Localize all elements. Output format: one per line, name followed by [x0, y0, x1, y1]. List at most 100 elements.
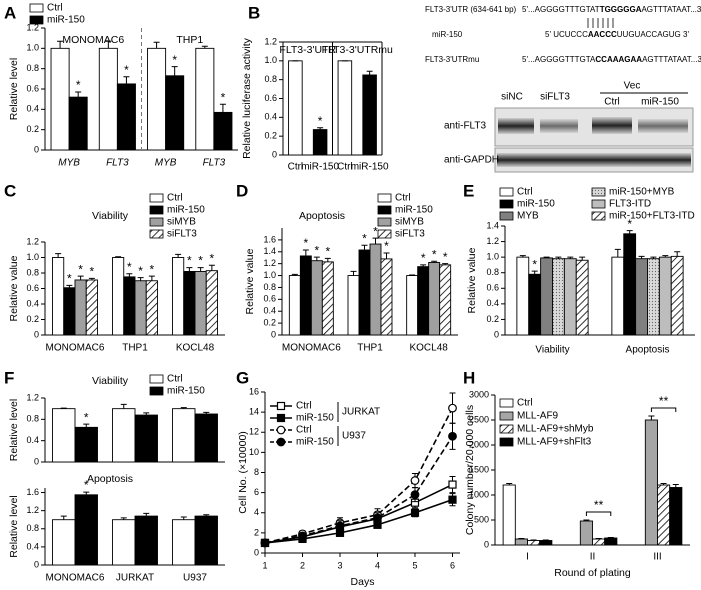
y-tick-label: 0: [254, 547, 259, 557]
error-bar: [317, 127, 324, 130]
lane-label: siNC: [501, 92, 523, 103]
x-tick-label: miR-150: [351, 162, 389, 173]
error-bar: [219, 103, 226, 113]
y-tick-label: 0: [34, 559, 39, 569]
bar: [337, 60, 353, 156]
bar: [514, 538, 528, 546]
bar: [369, 243, 382, 336]
significance-label: *: [627, 217, 632, 231]
y-tick-label: 1.2: [26, 392, 39, 402]
bar: [74, 494, 98, 566]
y-tick-label: 1.2: [264, 36, 277, 46]
bar: [112, 519, 136, 566]
seq-part: CCAAAGAA: [595, 55, 642, 64]
chart-title: Apoptosis: [87, 473, 133, 485]
y-tick-label: 14: [249, 407, 259, 417]
panel-letter: H: [463, 368, 475, 387]
marker: [276, 401, 286, 411]
marker: [448, 403, 457, 413]
x-tick-label: FLT3: [203, 158, 226, 169]
y-tick-label: 3000: [469, 389, 489, 399]
y-tick-label: 1000: [469, 489, 489, 499]
y-tick-label: 4: [254, 507, 259, 517]
y-tick-label: 1.4: [263, 246, 276, 256]
base-pairing: [587, 18, 614, 28]
error-bar: [143, 512, 150, 517]
marker: [276, 413, 286, 423]
sequence: 5'...AGGGGTTTGTACCAAAGAAAGTTTATAAT...3': [522, 55, 701, 64]
y-tick-label: 1.2: [26, 236, 39, 246]
x-tick-label: JURKAT: [116, 573, 154, 584]
error-bar: [543, 256, 550, 258]
bar: [74, 426, 98, 463]
bar: [563, 258, 577, 336]
error-bar: [372, 237, 379, 245]
y-tick-label: 1.6: [263, 234, 276, 244]
blot-row-label: anti-FLT3: [444, 121, 486, 132]
bar: [527, 540, 541, 546]
bar: [516, 256, 530, 336]
bar: [658, 256, 672, 336]
bar: [611, 256, 625, 336]
bar: [194, 413, 218, 463]
significance-label: *: [90, 265, 95, 279]
legend-label: Ctrl: [296, 401, 312, 412]
y-axis-label: Relative value: [244, 248, 256, 314]
y-tick-label: 1500: [469, 464, 489, 474]
bar: [647, 258, 660, 336]
y-tick-label: 0.6: [263, 294, 276, 304]
seq-part: AGTTTATAAT...3': [642, 55, 701, 64]
y-tick-label: 0.8: [263, 282, 276, 292]
legend-label: Ctrl: [395, 193, 411, 204]
x-tick-label: 6: [450, 560, 455, 570]
bar: [134, 280, 147, 336]
x-tick-label: THP1: [122, 343, 148, 354]
legend-group-label: U937: [342, 431, 366, 442]
significance-label: *: [127, 260, 132, 274]
marker: [276, 425, 286, 435]
bar: [183, 271, 196, 336]
y-tick-label: 0.2: [486, 314, 499, 324]
error-bar: [83, 491, 90, 495]
significance-label: *: [138, 264, 143, 278]
significance-label: *: [84, 410, 89, 424]
bar: [604, 537, 618, 546]
x-tick-label: 4: [375, 560, 380, 570]
bar: [670, 255, 684, 336]
marker: [298, 531, 307, 541]
marker: [448, 480, 457, 489]
error-bar: [409, 274, 416, 276]
x-tick-label: KOCL48: [176, 343, 215, 354]
legend-label: miR-150: [395, 205, 433, 216]
group-label: FLT3-3'UTRmu: [322, 44, 393, 56]
bar: [98, 47, 118, 151]
y-tick-label: 1.0: [263, 270, 276, 280]
bar: [539, 540, 553, 546]
bar: [52, 519, 76, 566]
bar: [502, 484, 516, 546]
legend-label: miR-150+MYB: [609, 187, 675, 198]
y-tick-label: 2000: [469, 439, 489, 449]
seq-part: UUGUACCAGUG 3': [617, 30, 690, 39]
significance-label: *: [172, 53, 177, 67]
legend-swatch: [499, 424, 514, 434]
legend-swatch: [149, 386, 164, 396]
bar: [592, 538, 606, 546]
legend-label: FLT3-ITD: [609, 199, 651, 210]
y-tick-label: 12: [249, 427, 259, 437]
y-axis-label: Relative value: [8, 255, 20, 321]
x-tick-label: MYB: [58, 158, 80, 169]
marker: [410, 490, 420, 500]
group-label: THP1: [176, 34, 203, 46]
legend-label: siMYB: [167, 217, 196, 228]
x-tick-label: 3: [337, 560, 342, 570]
legend-label: Ctrl: [167, 193, 183, 204]
y-axis-label: Cell No. (×10000): [237, 431, 249, 514]
seq-part: AACCC: [588, 30, 617, 39]
y-axis-label: Colony number/20,000 cells: [464, 405, 476, 535]
bar: [112, 408, 136, 463]
y-tick-label: 0.4: [26, 104, 39, 114]
bar: [540, 257, 553, 336]
x-tick-label: III: [653, 552, 661, 563]
line: [264, 498, 453, 544]
